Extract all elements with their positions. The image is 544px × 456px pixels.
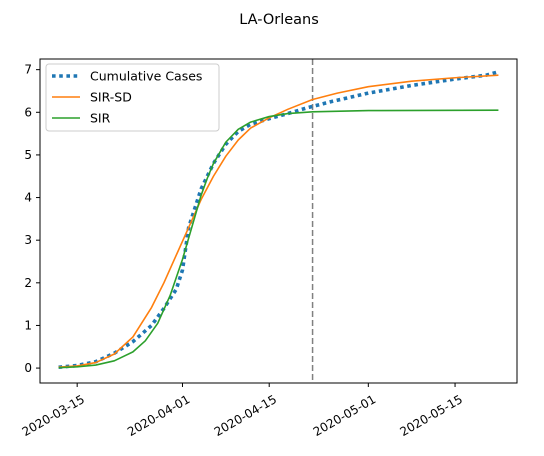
series-line-sir [58,109,499,369]
y-tick-label: 5 [24,148,32,162]
legend-label: Cumulative Cases [90,69,202,84]
y-tick-label: 7 [24,63,32,77]
y-tick-label: 3 [24,233,32,247]
y-tick-label: 6 [24,105,32,119]
chart-title: LA-Orleans [239,12,319,28]
y-tick-label: 4 [24,191,32,205]
plot-content [58,59,499,383]
plot-frame [39,58,518,384]
y-tick-label: 1 [24,318,32,332]
series-line-sir-sd [58,74,499,369]
y-axis: 0 1 2 3 4 5 6 7 [24,63,40,375]
y-tick-label: 0 [24,361,32,375]
legend: Cumulative Cases SIR-SD SIR [45,63,220,132]
legend-label: SIR [90,111,111,126]
legend-box [45,63,220,132]
y-tick-label: 2 [24,276,32,290]
legend-label: SIR-SD [90,90,132,105]
